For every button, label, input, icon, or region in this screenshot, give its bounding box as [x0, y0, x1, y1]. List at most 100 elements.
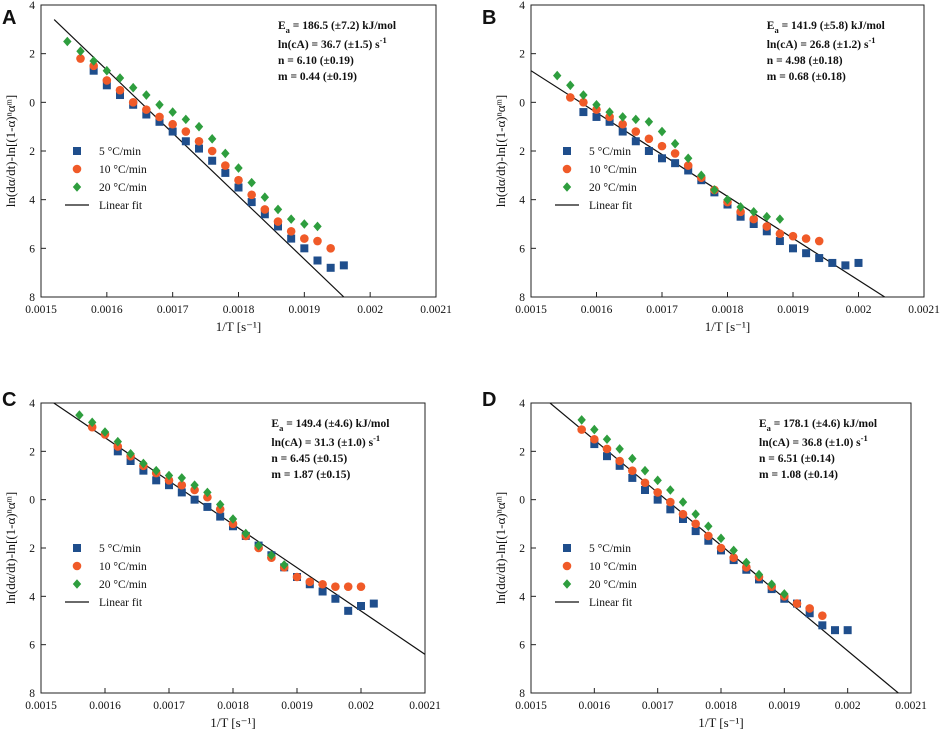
legend: 5 °C/min 10 °C/min 20 °C/min Linear fit	[555, 543, 637, 609]
legend-label: 20 °C/min	[589, 182, 637, 194]
data-point	[168, 119, 177, 129]
data-point	[168, 127, 177, 136]
legend-marker	[563, 147, 571, 155]
data-point	[247, 177, 256, 188]
data-point	[653, 495, 662, 504]
legend-marker	[72, 561, 82, 571]
panel-label: C	[2, 389, 16, 411]
data-point	[605, 107, 614, 117]
annotation-m: m = 0.68 (±0.18)	[767, 71, 846, 83]
data-point	[818, 611, 827, 620]
x-tick-label: 0.0016	[581, 304, 613, 316]
x-axis-label: 1/T [s⁻¹]	[705, 319, 751, 334]
legend-marker	[73, 147, 81, 155]
data-point	[155, 112, 164, 122]
data-point	[736, 202, 745, 212]
data-point	[592, 112, 601, 121]
x-tick-label: 0.0015	[515, 700, 547, 712]
data-point	[203, 502, 212, 511]
data-point	[267, 550, 276, 561]
data-point	[195, 144, 203, 153]
data-point	[666, 497, 675, 507]
data-point	[742, 563, 751, 572]
data-point	[749, 214, 758, 224]
legend-label: 20 °C/min	[589, 579, 637, 591]
data-point	[710, 185, 719, 195]
legend-label: Linear fit	[99, 200, 143, 212]
data-point	[579, 90, 588, 100]
x-tick-label: 0.0018	[217, 700, 249, 712]
x-tick-label: 0.0017	[642, 700, 674, 712]
data-point	[142, 110, 151, 119]
x-tick-label: 0.0016	[579, 700, 611, 712]
x-tick-label: 0.0018	[705, 700, 737, 712]
data-point	[789, 244, 797, 253]
data-point	[357, 602, 365, 610]
data-point	[343, 582, 353, 591]
data-point	[326, 263, 335, 272]
x-tick-label: 0.0019	[281, 700, 313, 712]
data-point	[618, 119, 627, 129]
data-point	[113, 436, 122, 447]
legend: 5 °C/min 10 °C/min 20 °C/min Linear fit	[65, 146, 147, 212]
panel-a: A 0.0015 0.0016 0.0017 0.0018 0.0019 0.002 0.00…	[2, 0, 452, 334]
data-point	[165, 481, 173, 490]
y-tick-label: 8	[29, 688, 35, 700]
data-point	[344, 606, 353, 615]
data-point	[792, 599, 802, 608]
data-point	[76, 54, 85, 63]
series-diamond	[553, 70, 785, 224]
data-point	[216, 499, 225, 510]
data-point	[628, 466, 637, 475]
data-point	[113, 442, 123, 451]
data-point	[300, 219, 309, 229]
data-point	[234, 183, 243, 192]
data-point	[234, 163, 243, 173]
data-point	[762, 222, 772, 231]
data-point	[628, 453, 637, 464]
data-point	[780, 589, 789, 599]
data-point	[356, 582, 366, 591]
y-axis-label: ln(dα/dt)-ln[(1-α)ⁿαᵐ]	[3, 492, 18, 604]
data-point	[775, 214, 785, 224]
legend-label: 5 °C/min	[99, 146, 141, 158]
data-point	[723, 194, 732, 205]
x-tick-label: 0.0016	[91, 304, 123, 316]
data-point	[203, 492, 212, 502]
data-point	[142, 105, 151, 114]
annotation-lnca: ln(cA) = 31.3 (±1.0) s-1	[271, 433, 380, 449]
annotation-ea-symbol: E	[759, 418, 767, 430]
data-point	[590, 434, 599, 444]
data-point	[767, 579, 776, 590]
data-point	[155, 117, 164, 126]
y-tick-label: 0	[519, 97, 525, 109]
data-point	[181, 127, 191, 136]
series-diamond	[75, 410, 289, 570]
annotation-lnca: ln(cA) = 36.7 (±1.5) s-1	[278, 35, 387, 51]
x-tick-label: 0.0019	[769, 700, 801, 712]
data-point	[292, 572, 302, 582]
data-point	[749, 207, 758, 217]
data-point	[716, 543, 726, 553]
data-point	[207, 146, 217, 156]
data-point	[102, 65, 112, 76]
data-point	[254, 540, 263, 551]
data-point	[313, 221, 322, 232]
y-tick-label: 4	[29, 195, 35, 207]
linear-fit-line	[53, 19, 345, 297]
legend-label: Linear fit	[99, 597, 143, 609]
data-point	[339, 261, 348, 270]
data-point	[605, 112, 614, 122]
y-tick-label: 4	[29, 0, 35, 12]
data-point	[221, 148, 230, 159]
data-point	[142, 90, 151, 100]
panel-d: D 0.0015 0.0016 0.0017 0.0018 0.0019 0.002 0.00…	[482, 389, 927, 730]
annotation-n: n = 4.98 (±0.18)	[767, 55, 843, 67]
data-point	[181, 114, 191, 125]
x-tick-label: 0.0018	[223, 304, 255, 316]
x-tick-label: 0.0015	[515, 304, 547, 316]
data-point	[152, 476, 161, 485]
y-tick-label: 2	[29, 446, 35, 458]
y-tick-label: 4	[519, 0, 525, 12]
data-point	[241, 528, 250, 539]
